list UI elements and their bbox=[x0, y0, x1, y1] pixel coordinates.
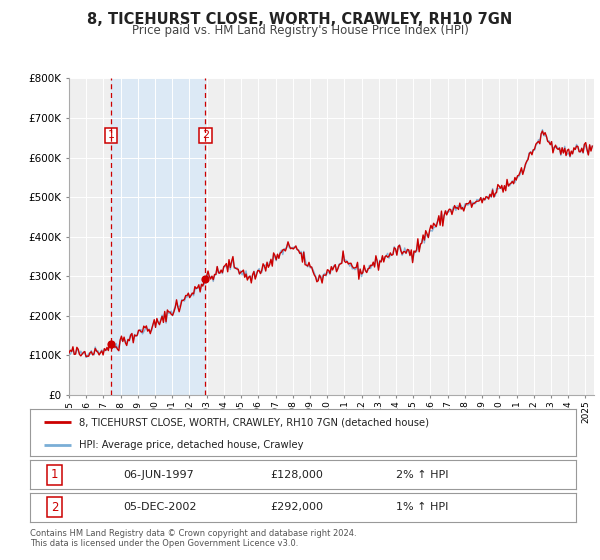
Text: 2: 2 bbox=[51, 501, 58, 514]
Text: 1: 1 bbox=[51, 468, 58, 482]
Bar bbox=[111, 78, 205, 395]
Text: 06-JUN-1997: 06-JUN-1997 bbox=[123, 470, 194, 480]
Text: £292,000: £292,000 bbox=[270, 502, 323, 512]
Text: 1: 1 bbox=[107, 130, 115, 141]
Text: Price paid vs. HM Land Registry's House Price Index (HPI): Price paid vs. HM Land Registry's House … bbox=[131, 24, 469, 37]
Text: 2: 2 bbox=[202, 130, 209, 141]
Text: £128,000: £128,000 bbox=[270, 470, 323, 480]
Text: HPI: Average price, detached house, Crawley: HPI: Average price, detached house, Craw… bbox=[79, 440, 304, 450]
Text: Contains HM Land Registry data © Crown copyright and database right 2024.: Contains HM Land Registry data © Crown c… bbox=[30, 529, 356, 538]
Text: This data is licensed under the Open Government Licence v3.0.: This data is licensed under the Open Gov… bbox=[30, 539, 298, 548]
Text: 05-DEC-2002: 05-DEC-2002 bbox=[123, 502, 196, 512]
Point bbox=[200, 275, 210, 284]
Text: 8, TICEHURST CLOSE, WORTH, CRAWLEY, RH10 7GN: 8, TICEHURST CLOSE, WORTH, CRAWLEY, RH10… bbox=[88, 12, 512, 27]
Text: 2% ↑ HPI: 2% ↑ HPI bbox=[396, 470, 448, 480]
Point bbox=[106, 340, 116, 349]
Text: 1% ↑ HPI: 1% ↑ HPI bbox=[396, 502, 448, 512]
Text: 8, TICEHURST CLOSE, WORTH, CRAWLEY, RH10 7GN (detached house): 8, TICEHURST CLOSE, WORTH, CRAWLEY, RH10… bbox=[79, 417, 429, 427]
